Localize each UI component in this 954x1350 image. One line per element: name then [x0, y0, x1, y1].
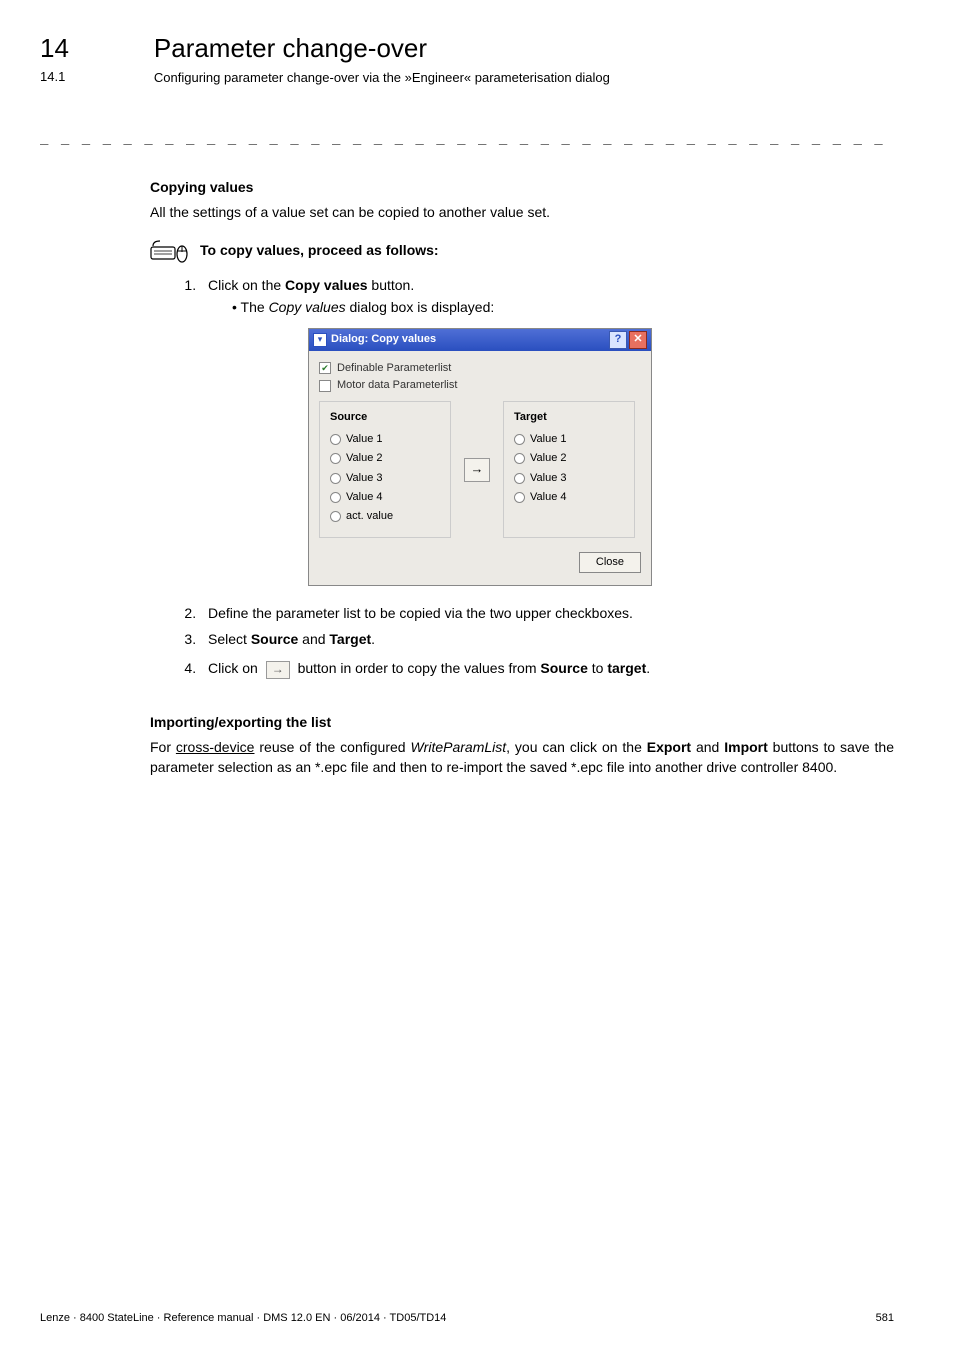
- dialog-titlebar: ▾ Dialog: Copy values ? ✕: [309, 329, 651, 351]
- src-v4-label: Value 4: [346, 490, 383, 505]
- dialog-title-text: Dialog: Copy values: [331, 332, 607, 347]
- src-value1[interactable]: Value 1: [330, 432, 440, 447]
- help-button[interactable]: ?: [609, 331, 627, 349]
- tgt-v3-label: Value 3: [530, 471, 567, 486]
- src-v3-label: Value 3: [346, 471, 383, 486]
- s3e: .: [371, 631, 375, 647]
- divider-dashed: _ _ _ _ _ _ _ _ _ _ _ _ _ _ _ _ _ _ _ _ …: [40, 128, 894, 148]
- src-value4[interactable]: Value 4: [330, 490, 440, 505]
- radio-icon[interactable]: [514, 473, 525, 484]
- dialog-app-icon: ▾: [313, 333, 327, 347]
- s4b: button in order to copy the values from: [294, 660, 541, 676]
- inline-arrow-button-icon: →: [266, 661, 290, 679]
- step1-text-b: Copy values: [285, 277, 367, 293]
- procedure-label: To copy values, proceed as follows:: [200, 237, 439, 261]
- s4f: .: [646, 660, 650, 676]
- radio-icon[interactable]: [330, 511, 341, 522]
- p2a: For: [150, 739, 176, 755]
- tgt-v1-label: Value 1: [530, 432, 567, 447]
- section-title: Configuring parameter change-over via th…: [154, 69, 610, 87]
- source-panel: Source Value 1 Value 2 Value 3 Value 4 a…: [319, 401, 451, 537]
- page-header: 14 Parameter change-over 14.1 Configurin…: [40, 30, 894, 88]
- src-v2-label: Value 2: [346, 451, 383, 466]
- page-footer: Lenze · 8400 StateLine · Reference manua…: [40, 1311, 894, 1326]
- src-v1-label: Value 1: [346, 432, 383, 447]
- import-export-text: For cross-device reuse of the configured…: [150, 738, 894, 777]
- radio-icon[interactable]: [330, 492, 341, 503]
- close-x-button[interactable]: ✕: [629, 331, 647, 349]
- s4a: Click on: [208, 660, 262, 676]
- checkbox-motordata-label: Motor data Parameterlist: [337, 378, 457, 393]
- heading-import-export: Importing/exporting the list: [150, 713, 894, 733]
- checkbox-definable-label: Definable Parameterlist: [337, 361, 451, 376]
- tgt-v4-label: Value 4: [530, 490, 567, 505]
- step1-text-a: Click on the: [208, 277, 285, 293]
- p2f: Export: [647, 739, 691, 755]
- radio-icon[interactable]: [514, 434, 525, 445]
- radio-icon[interactable]: [330, 453, 341, 464]
- s4e: target: [607, 660, 646, 676]
- checkbox-row-motordata[interactable]: Motor data Parameterlist: [319, 378, 641, 393]
- heading-copying-values: Copying values: [150, 178, 894, 198]
- src-actvalue[interactable]: act. value: [330, 509, 440, 524]
- arrow-column: →: [451, 401, 503, 537]
- section-number: 14.1: [40, 68, 150, 86]
- radio-icon[interactable]: [514, 453, 525, 464]
- tgt-value1[interactable]: Value 1: [514, 432, 624, 447]
- step1-sub: The Copy values dialog box is displayed:: [232, 298, 894, 318]
- tgt-v2-label: Value 2: [530, 451, 567, 466]
- checkbox-motordata[interactable]: [319, 380, 331, 392]
- s4c: Source: [540, 660, 587, 676]
- checkbox-definable[interactable]: [319, 362, 331, 374]
- s1s-c: dialog box is displayed:: [346, 299, 495, 315]
- p2h: Import: [724, 739, 768, 755]
- step-3: Select Source and Target.: [200, 630, 894, 650]
- chapter-number: 14: [40, 30, 150, 66]
- src-value2[interactable]: Value 2: [330, 451, 440, 466]
- copy-values-dialog: ▾ Dialog: Copy values ? ✕ Definable Para…: [308, 328, 652, 587]
- radio-icon[interactable]: [330, 434, 341, 445]
- close-button[interactable]: Close: [579, 552, 641, 573]
- target-panel: Target Value 1 Value 2 Value 3 Value 4: [503, 401, 635, 537]
- p2d: WriteParamList: [410, 739, 506, 755]
- s3d: Target: [329, 631, 371, 647]
- p2c: reuse of the configured: [254, 739, 410, 755]
- keyboard-mouse-icon: [150, 237, 190, 269]
- tgt-value2[interactable]: Value 2: [514, 451, 624, 466]
- p2e: , you can click on the: [506, 739, 647, 755]
- checkbox-row-definable[interactable]: Definable Parameterlist: [319, 361, 641, 376]
- s4d: to: [588, 660, 607, 676]
- step-2: Define the parameter list to be copied v…: [200, 604, 894, 624]
- radio-icon[interactable]: [330, 473, 341, 484]
- s1s-a: The: [241, 299, 269, 315]
- tgt-value4[interactable]: Value 4: [514, 490, 624, 505]
- source-heading: Source: [330, 410, 440, 425]
- src-value3[interactable]: Value 3: [330, 471, 440, 486]
- s1s-b: Copy values: [269, 299, 346, 315]
- chapter-title: Parameter change-over: [154, 30, 427, 66]
- intro-text: All the settings of a value set can be c…: [150, 203, 894, 223]
- radio-icon[interactable]: [514, 492, 525, 503]
- footer-page-number: 581: [876, 1311, 894, 1326]
- s3c: and: [298, 631, 329, 647]
- procedure-row: To copy values, proceed as follows:: [150, 237, 894, 269]
- tgt-value3[interactable]: Value 3: [514, 471, 624, 486]
- step-4: Click on → button in order to copy the v…: [200, 659, 894, 679]
- footer-left: Lenze · 8400 StateLine · Reference manua…: [40, 1311, 446, 1326]
- step-1: Click on the Copy values button. The Cop…: [200, 276, 894, 586]
- dialog-body: Definable Parameterlist Motor data Param…: [309, 351, 651, 586]
- steps-list: Click on the Copy values button. The Cop…: [200, 276, 894, 678]
- s3b: Source: [251, 631, 298, 647]
- s3a: Select: [208, 631, 251, 647]
- p2g: and: [691, 739, 724, 755]
- target-heading: Target: [514, 410, 624, 425]
- step1-text-c: button.: [368, 277, 415, 293]
- copy-arrow-button[interactable]: →: [464, 458, 490, 482]
- p2b: cross-device: [176, 739, 255, 755]
- src-va-label: act. value: [346, 509, 393, 524]
